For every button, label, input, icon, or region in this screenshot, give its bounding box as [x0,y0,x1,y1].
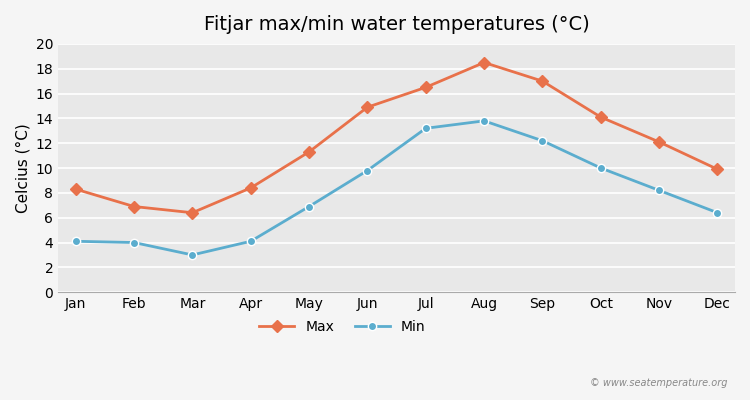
Max [304,150,313,154]
Max [130,204,139,209]
Max [713,167,722,172]
Min [538,138,547,143]
Max [71,187,80,192]
Legend: Max, Min: Max, Min [254,315,431,340]
Max [655,140,664,144]
Y-axis label: Celcius (°C): Celcius (°C) [15,123,30,213]
Text: © www.seatemperature.org: © www.seatemperature.org [590,378,728,388]
Max [596,115,605,120]
Min [596,166,605,170]
Min [655,188,664,193]
Max [363,105,372,110]
Line: Max: Max [71,58,722,217]
Min [479,118,488,123]
Min [363,168,372,173]
Title: Fitjar max/min water temperatures (°C): Fitjar max/min water temperatures (°C) [204,15,590,34]
Max [538,79,547,84]
Max [246,186,255,190]
Line: Min: Min [71,117,722,259]
Max [479,60,488,65]
Min [422,126,430,131]
Min [71,239,80,244]
Max [188,210,196,215]
Max [422,85,430,90]
Min [304,204,313,209]
Min [130,240,139,245]
Min [246,239,255,244]
Min [188,252,196,257]
Min [713,210,722,215]
